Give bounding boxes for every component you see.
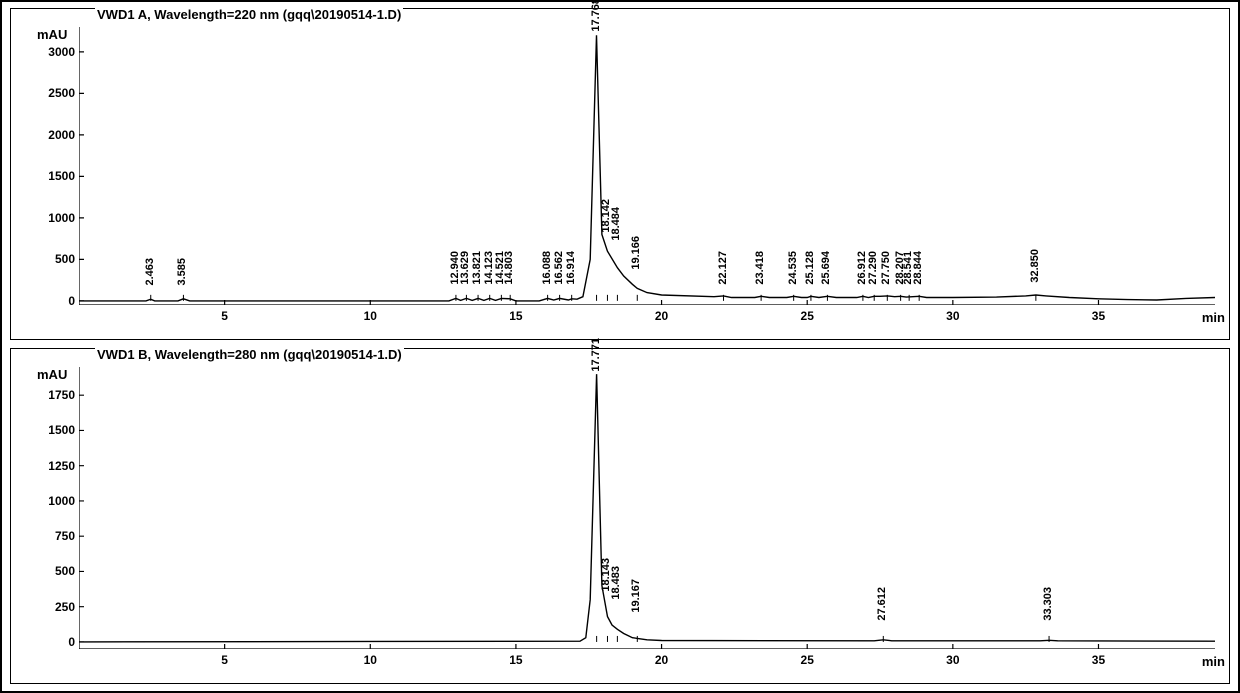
y-tick: 3000 xyxy=(48,45,75,59)
x-tick: 10 xyxy=(364,653,377,667)
panel-a-ylabel: mAU xyxy=(37,27,67,42)
panel-b-xlabel: min xyxy=(1202,654,1225,669)
y-tick: 750 xyxy=(55,529,75,543)
peak-label: 32.850 xyxy=(1030,249,1041,283)
peak-label: 27.290 xyxy=(868,251,879,285)
x-tick: 15 xyxy=(509,653,522,667)
peak-label: 23.418 xyxy=(755,251,766,285)
x-tick: 25 xyxy=(801,653,814,667)
peak-label: 33.303 xyxy=(1043,587,1054,621)
peak-label: 13.821 xyxy=(472,251,483,285)
y-tick: 2500 xyxy=(48,86,75,100)
x-tick: 35 xyxy=(1092,653,1105,667)
x-tick: 15 xyxy=(509,309,522,323)
panel-b-title: VWD1 B, Wavelength=280 nm (gqq\20190514-… xyxy=(95,347,404,362)
chromatogram-container: VWD1 A, Wavelength=220 nm (gqq\20190514-… xyxy=(0,0,1240,693)
panel-a-plot-area: 05001000150020002500300051015202530352.4… xyxy=(79,27,1215,305)
y-tick: 1750 xyxy=(48,388,75,402)
peak-label: 16.088 xyxy=(542,251,553,285)
peak-label: 24.535 xyxy=(788,251,799,285)
peak-label: 25.128 xyxy=(805,251,816,285)
peak-label: 2.463 xyxy=(145,258,156,286)
y-tick: 1250 xyxy=(48,459,75,473)
y-tick: 0 xyxy=(68,294,75,308)
peak-label: 13.629 xyxy=(460,251,471,285)
x-tick: 20 xyxy=(655,653,668,667)
peak-label: 14.803 xyxy=(504,251,515,285)
peak-label: 17.771 xyxy=(591,338,602,372)
y-tick: 1000 xyxy=(48,211,75,225)
peak-label: 17.768 xyxy=(591,0,602,31)
y-tick: 1000 xyxy=(48,494,75,508)
peak-label: 3.585 xyxy=(177,258,188,286)
y-tick: 1500 xyxy=(48,169,75,183)
x-tick: 5 xyxy=(221,653,228,667)
x-tick: 5 xyxy=(221,309,228,323)
trace-svg xyxy=(79,27,1215,305)
peak-label: 28.844 xyxy=(913,251,924,285)
x-tick: 30 xyxy=(946,309,959,323)
y-tick: 2000 xyxy=(48,128,75,142)
peak-label: 27.750 xyxy=(881,251,892,285)
peak-label: 19.166 xyxy=(631,236,642,270)
y-tick: 500 xyxy=(55,564,75,578)
peak-label: 18.484 xyxy=(611,207,622,241)
peak-label: 19.167 xyxy=(631,579,642,613)
y-tick: 0 xyxy=(68,635,75,649)
x-tick: 10 xyxy=(364,309,377,323)
panel-a-xlabel: min xyxy=(1202,310,1225,325)
y-tick: 500 xyxy=(55,252,75,266)
x-tick: 25 xyxy=(801,309,814,323)
peak-label: 18.483 xyxy=(611,566,622,600)
x-tick: 20 xyxy=(655,309,668,323)
panel-b: VWD1 B, Wavelength=280 nm (gqq\20190514-… xyxy=(10,348,1230,684)
peak-label: 16.914 xyxy=(566,251,577,285)
panel-b-ylabel: mAU xyxy=(37,367,67,382)
peak-label: 16.562 xyxy=(554,251,565,285)
x-tick: 30 xyxy=(946,653,959,667)
y-tick: 1500 xyxy=(48,423,75,437)
peak-label: 22.127 xyxy=(718,251,729,285)
panel-a-title: VWD1 A, Wavelength=220 nm (gqq\20190514-… xyxy=(95,7,403,22)
peak-label: 27.612 xyxy=(877,587,888,621)
panel-b-plot-area: 0250500750100012501500175051015202530351… xyxy=(79,367,1215,649)
panel-a: VWD1 A, Wavelength=220 nm (gqq\20190514-… xyxy=(10,8,1230,340)
x-tick: 35 xyxy=(1092,309,1105,323)
y-tick: 250 xyxy=(55,600,75,614)
peak-label: 25.694 xyxy=(821,251,832,285)
